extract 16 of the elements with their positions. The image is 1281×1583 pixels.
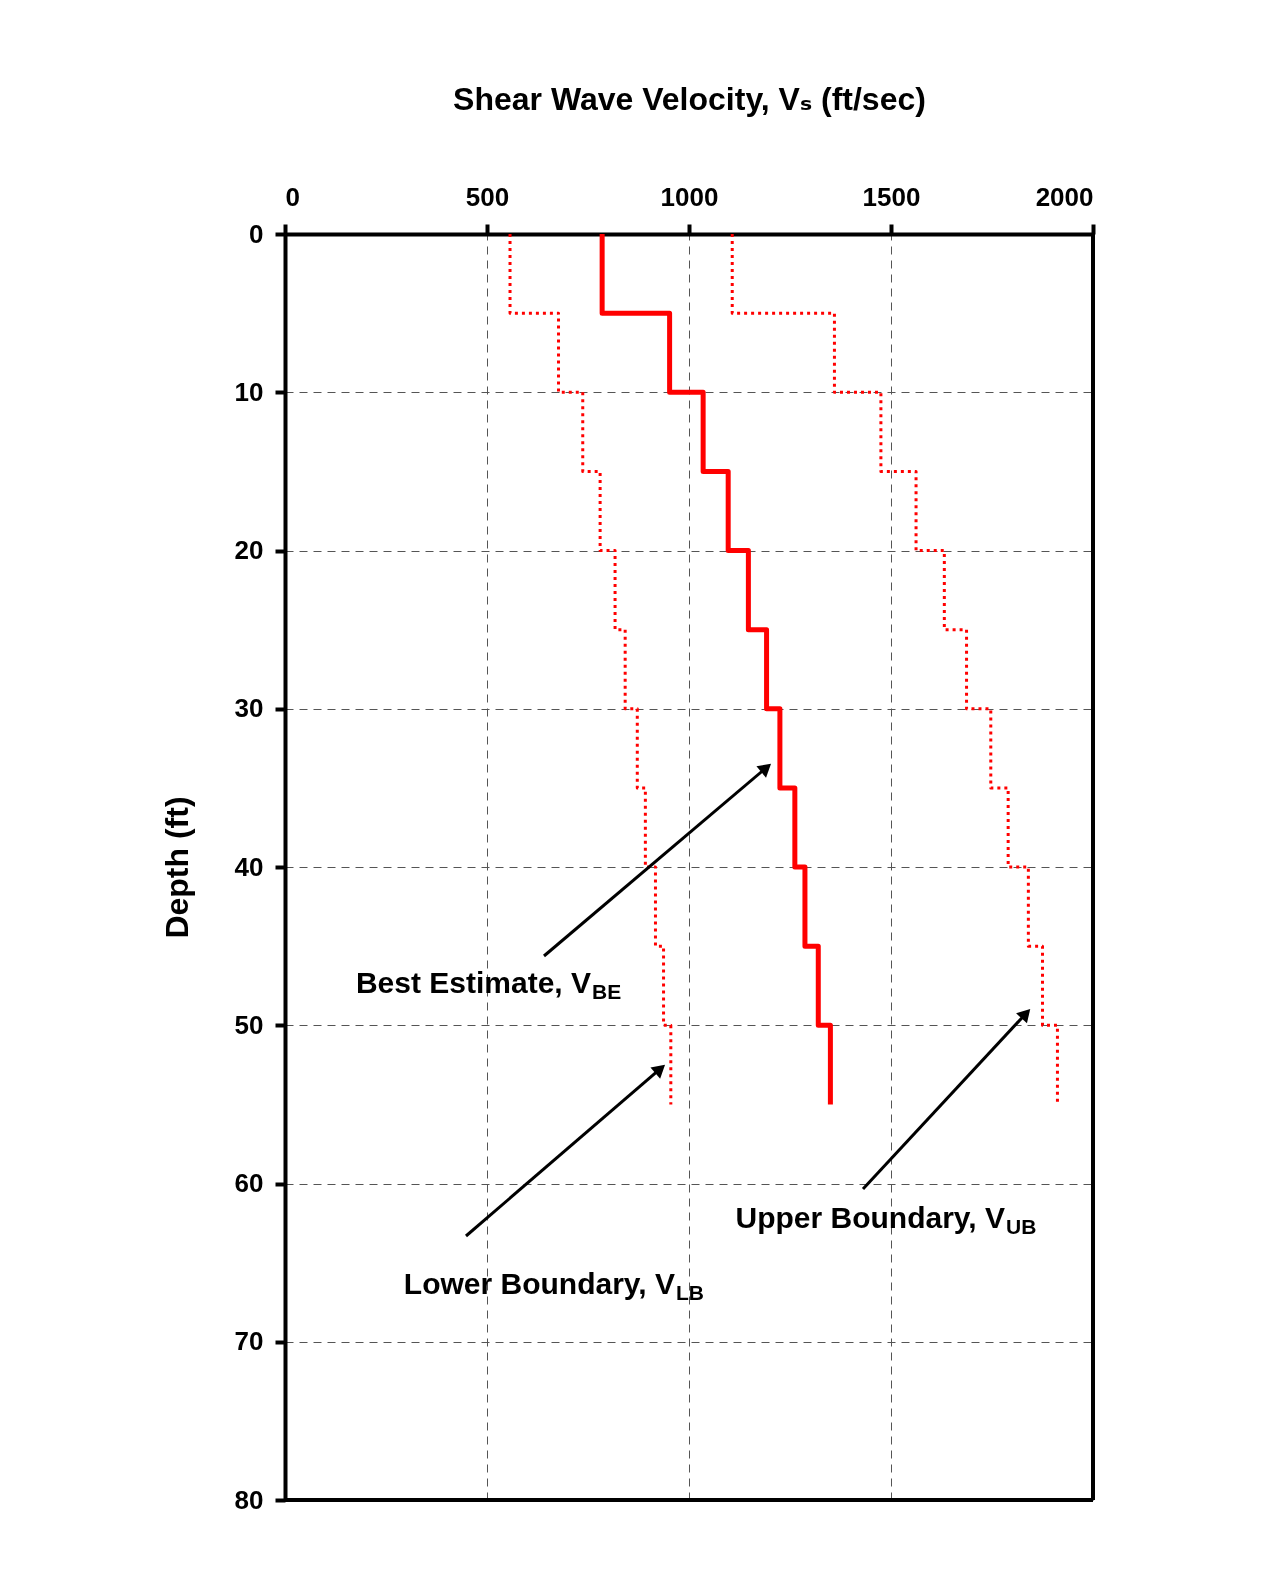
y-tick-label: 50 [234, 1009, 264, 1040]
y-tick-label: 60 [234, 1168, 264, 1198]
x-tick-label: 1000 [660, 181, 719, 212]
x-tick-label: 1500 [862, 181, 921, 212]
y-axis-title: Depth (ft) [158, 796, 195, 939]
y-tick-label: 30 [234, 693, 264, 724]
y-tick-label: 80 [234, 1484, 264, 1515]
x-axis-title: Shear Wave Velocity, Vₛ (ft/sec) [453, 80, 926, 117]
y-tick-label: 20 [234, 535, 264, 565]
x-tick-label: 2000 [1035, 181, 1094, 212]
y-tick-label: 0 [249, 218, 264, 249]
y-tick-label: 10 [234, 376, 264, 407]
x-tick-label: 500 [465, 181, 510, 212]
y-tick-label: 40 [234, 851, 264, 882]
x-tick-label: 0 [285, 181, 300, 212]
y-tick-label: 70 [234, 1326, 264, 1357]
